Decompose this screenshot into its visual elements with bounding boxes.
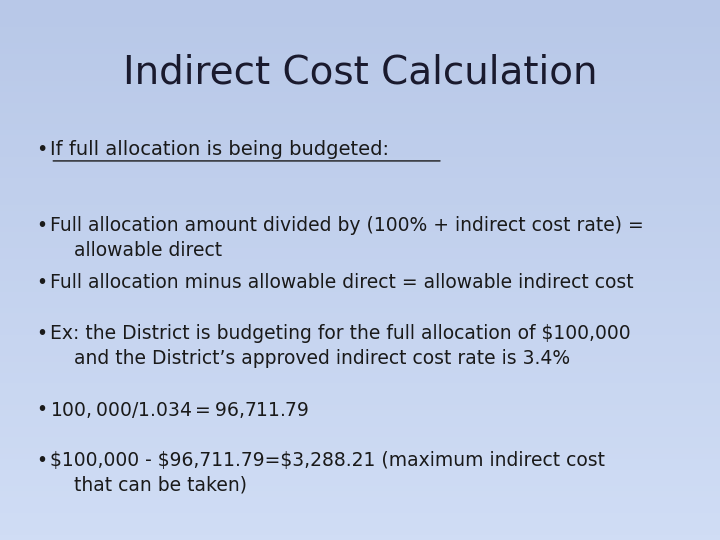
Text: •: • — [36, 324, 47, 343]
Text: Full allocation amount divided by (100% + indirect cost rate) =
    allowable di: Full allocation amount divided by (100% … — [50, 216, 644, 260]
Text: Full allocation minus allowable direct = allowable indirect cost: Full allocation minus allowable direct =… — [50, 273, 634, 292]
Text: If full allocation is being budgeted:: If full allocation is being budgeted: — [50, 140, 390, 159]
Text: •: • — [36, 140, 48, 159]
Text: •: • — [36, 400, 47, 419]
Text: $100,000 - $96,711.79=$3,288.21 (maximum indirect cost
    that can be taken): $100,000 - $96,711.79=$3,288.21 (maximum… — [50, 451, 606, 495]
Text: Ex: the District is budgeting for the full allocation of $100,000
    and the Di: Ex: the District is budgeting for the fu… — [50, 324, 631, 368]
Text: •: • — [36, 273, 47, 292]
Text: $100,000/1.034=$96,711.79: $100,000/1.034=$96,711.79 — [50, 400, 309, 420]
Text: •: • — [36, 451, 47, 470]
Text: Indirect Cost Calculation: Indirect Cost Calculation — [122, 54, 598, 92]
Text: •: • — [36, 216, 47, 235]
